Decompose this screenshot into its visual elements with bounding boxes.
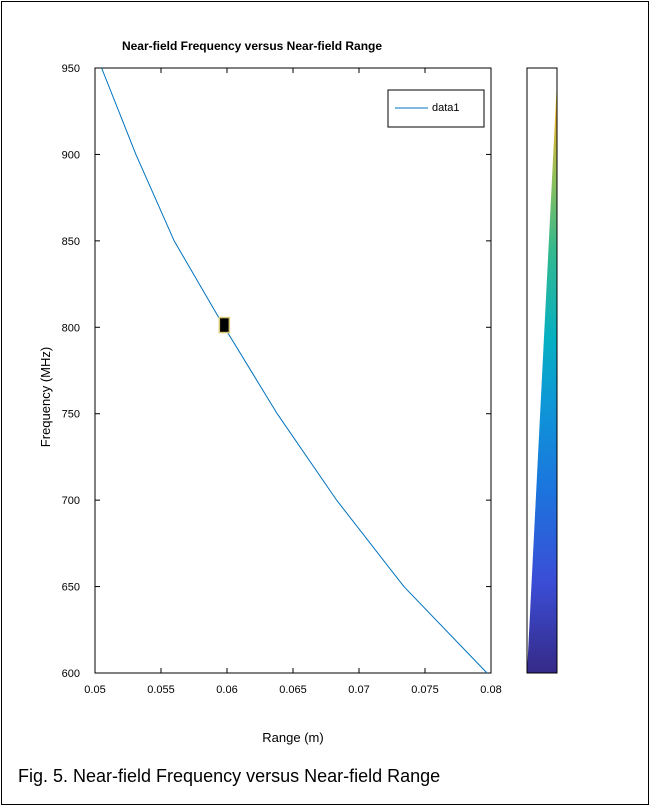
plot-area [94, 67, 492, 674]
x-tick-label: 0.075 [411, 684, 439, 696]
x-tick-label: 0.08 [480, 684, 501, 696]
y-tick-label: 900 [62, 149, 80, 161]
x-tick-label: 0.06 [216, 684, 237, 696]
y-tick-label: 800 [62, 322, 80, 334]
colorbar-mask [527, 68, 557, 673]
y-tick-label: 700 [62, 495, 80, 507]
data-marker [218, 316, 231, 334]
x-axis-ticks: 0.05 0.055 0.06 0.065 0.07 0.075 0.08 [84, 68, 502, 696]
y-tick-label: 650 [62, 582, 80, 594]
x-tick-label: 0.07 [348, 684, 369, 696]
series-line-data1 [101, 67, 488, 674]
x-tick-label: 0.065 [279, 684, 307, 696]
y-tick-label: 600 [62, 668, 80, 680]
x-tick-label: 0.05 [84, 684, 105, 696]
legend: data1 [387, 89, 485, 128]
colorbar-border [526, 67, 558, 674]
x-axis-label: Range (m) [262, 730, 323, 745]
chart-title: Near-field Frequency versus Near-field R… [122, 39, 382, 53]
y-tick-label: 750 [62, 409, 80, 421]
x-tick-label: 0.055 [147, 684, 175, 696]
y-axis-ticks: 600 650 700 750 800 850 900 950 [62, 63, 491, 680]
y-tick-label: 950 [62, 63, 80, 75]
series-group [101, 67, 488, 674]
y-axis-label: Frequency (MHz) [38, 347, 53, 447]
legend-label-data1: data1 [432, 102, 460, 114]
figure-caption: Fig. 5. Near-field Frequency versus Near… [18, 766, 441, 786]
y-tick-label: 850 [62, 236, 80, 248]
